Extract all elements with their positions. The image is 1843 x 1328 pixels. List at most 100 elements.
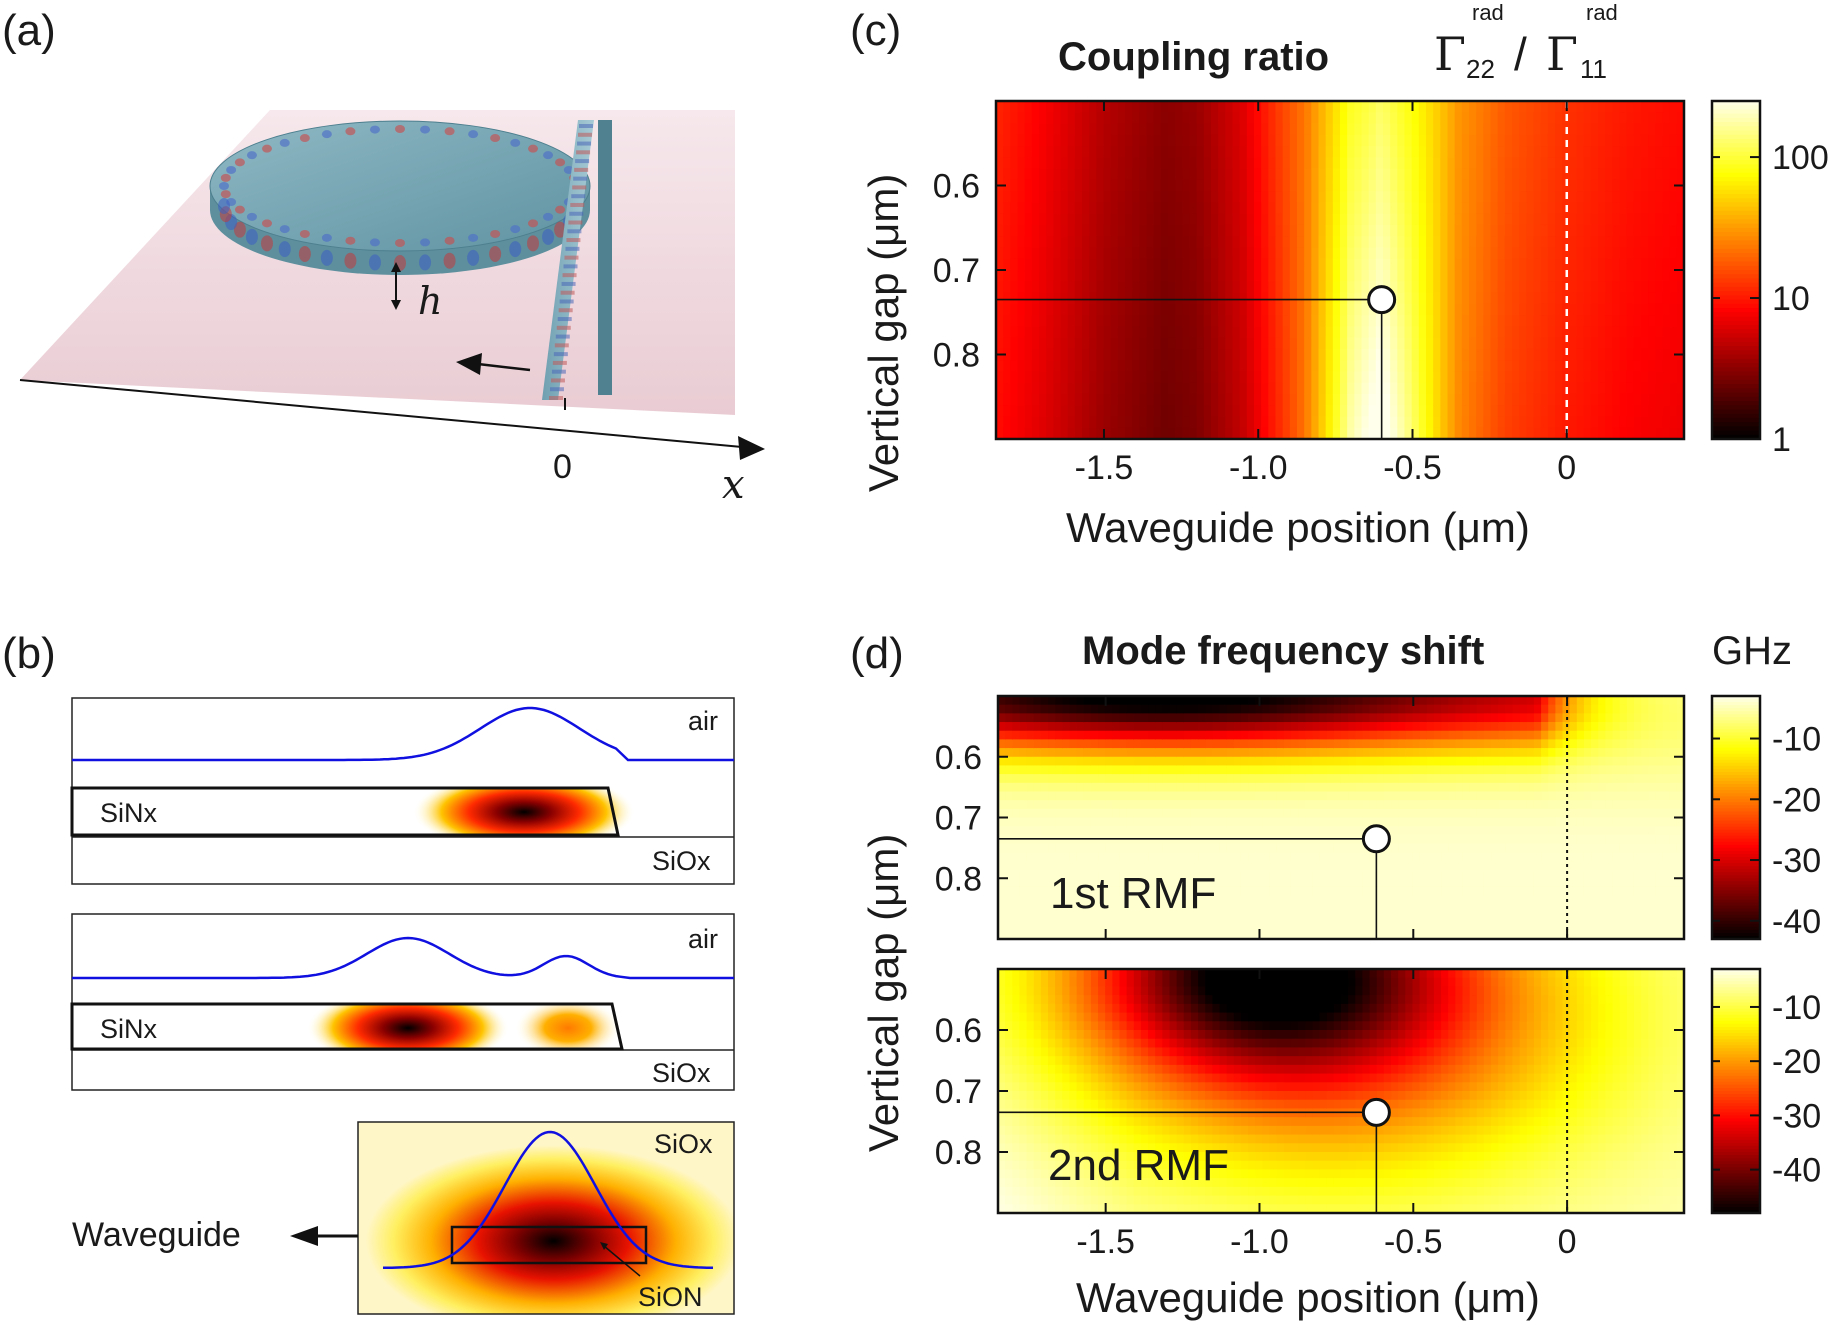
heatmap-cell	[1326, 930, 1335, 939]
heatmap-cell	[1305, 843, 1314, 853]
heatmap-cell	[1383, 405, 1391, 418]
heatmap-cell	[1304, 326, 1312, 339]
heatmap-cell	[1275, 371, 1284, 384]
heatmap-cell	[1469, 258, 1477, 271]
heatmap-cell	[1347, 360, 1355, 372]
heatmap-cell	[1105, 878, 1113, 888]
heatmap-cell	[1074, 326, 1083, 339]
heatmap-cell	[1298, 860, 1306, 871]
heatmap-cell	[1196, 168, 1205, 181]
heatmap-cell	[1319, 696, 1328, 706]
heatmap-cell	[998, 930, 1006, 939]
heatmap-cell	[1031, 247, 1040, 260]
heatmap-cell	[1239, 337, 1248, 350]
heatmap-cell	[1090, 921, 1099, 931]
heatmap-cell	[1060, 360, 1069, 372]
chart-c-colorbar-cell	[1712, 198, 1760, 203]
heatmap-cell	[1461, 337, 1470, 350]
heatmap-cell	[1418, 405, 1427, 418]
heatmap-cell	[1440, 315, 1449, 327]
heatmap-cell	[1512, 123, 1520, 136]
heatmap-cell	[998, 869, 1006, 879]
heatmap-cell	[1311, 326, 1320, 339]
heatmap-cell	[1069, 817, 1078, 827]
heatmap-cell	[1276, 886, 1285, 897]
heatmap-cell	[1318, 382, 1327, 395]
heatmap-cell	[996, 168, 1004, 181]
heatmap-cell	[1139, 382, 1148, 395]
heatmap-cell	[1569, 112, 1578, 125]
heatmap-cell	[1540, 157, 1549, 170]
heatmap-cell	[1297, 292, 1305, 305]
heatmap-cell	[1076, 791, 1085, 801]
heatmap-cell	[1010, 382, 1019, 395]
heatmap-cell	[1355, 930, 1364, 939]
heatmap-cell	[1048, 860, 1056, 871]
heatmap-cell	[1048, 774, 1056, 784]
heatmap-cell	[1519, 393, 1527, 406]
heatmap-cell	[1418, 202, 1427, 215]
heatmap-cell	[1318, 416, 1327, 429]
heatmap-cell	[1404, 191, 1413, 203]
heatmap-cell	[1447, 270, 1456, 282]
heatmap-cell	[1233, 895, 1242, 905]
heatmap-cell	[1397, 326, 1406, 339]
heatmap-cell	[1010, 292, 1019, 305]
heatmap-cell	[1176, 852, 1185, 862]
heatmap-cell	[1067, 292, 1076, 305]
waveguide-dot	[557, 317, 572, 322]
heatmap-cell	[1276, 895, 1285, 905]
heatmap-cell	[1175, 303, 1183, 316]
heatmap-cell	[1583, 337, 1592, 350]
heatmap-cell	[1126, 756, 1135, 767]
heatmap-cell	[1648, 292, 1656, 305]
heatmap-cell	[1619, 112, 1628, 125]
heatmap-cell	[1148, 878, 1156, 888]
chart-c-colorbar-cell	[1712, 409, 1760, 415]
heatmap-cell	[1504, 168, 1513, 181]
heatmap-cell	[1483, 371, 1492, 384]
heatmap-cell	[1055, 782, 1063, 793]
heatmap-cell	[1012, 756, 1021, 767]
heatmap-cell	[1203, 337, 1212, 350]
chart-c-axes: -1.5 -1.0 -0.5 00.60.70.8	[933, 101, 1684, 487]
heatmap-cell	[1612, 134, 1621, 147]
heatmap-cell	[1469, 123, 1477, 136]
heatmap-cell	[1398, 730, 1406, 740]
heatmap-cell	[1017, 112, 1026, 125]
heatmap-cell	[1176, 860, 1185, 871]
heatmap-cell	[1275, 337, 1284, 350]
heatmap-cell	[1133, 852, 1142, 862]
heatmap-cell	[1412, 739, 1421, 749]
heatmap-cell	[1526, 315, 1535, 327]
heatmap-cell	[1519, 157, 1527, 170]
heatmap-cell	[1039, 179, 1047, 192]
heatmap-cell	[1254, 202, 1262, 215]
heatmap-cell	[1148, 852, 1156, 862]
heatmap-cell	[1060, 348, 1069, 361]
heatmap-cell	[1655, 292, 1664, 305]
heatmap-cell	[1083, 904, 1092, 914]
heatmap-cell	[1476, 315, 1484, 327]
heatmap-cell	[1139, 315, 1148, 327]
heatmap-cell	[1433, 921, 1442, 931]
heatmap-cell	[1017, 405, 1026, 418]
heatmap-cell	[1455, 817, 1464, 827]
disk-rim-dot	[489, 245, 502, 262]
heatmap-cell	[1211, 416, 1219, 429]
heatmap-cell	[1067, 337, 1076, 350]
heatmap-cell	[1105, 800, 1113, 810]
heatmap-cell	[1547, 382, 1556, 395]
heatmap-cell	[1119, 696, 1128, 706]
heatmap-cell	[1218, 382, 1226, 395]
heatmap-cell	[1203, 157, 1212, 170]
heatmap-cell	[1074, 191, 1083, 203]
waveguide-dot	[555, 334, 570, 339]
heatmap-cell	[1076, 808, 1085, 819]
disk-rim-dot	[527, 235, 540, 252]
heatmap-cell	[1132, 315, 1140, 327]
heatmap-cell	[1605, 427, 1613, 439]
heatmap-cell	[1046, 168, 1054, 181]
heatmap-cell	[1433, 808, 1442, 819]
heatmap-cell	[1239, 123, 1248, 136]
